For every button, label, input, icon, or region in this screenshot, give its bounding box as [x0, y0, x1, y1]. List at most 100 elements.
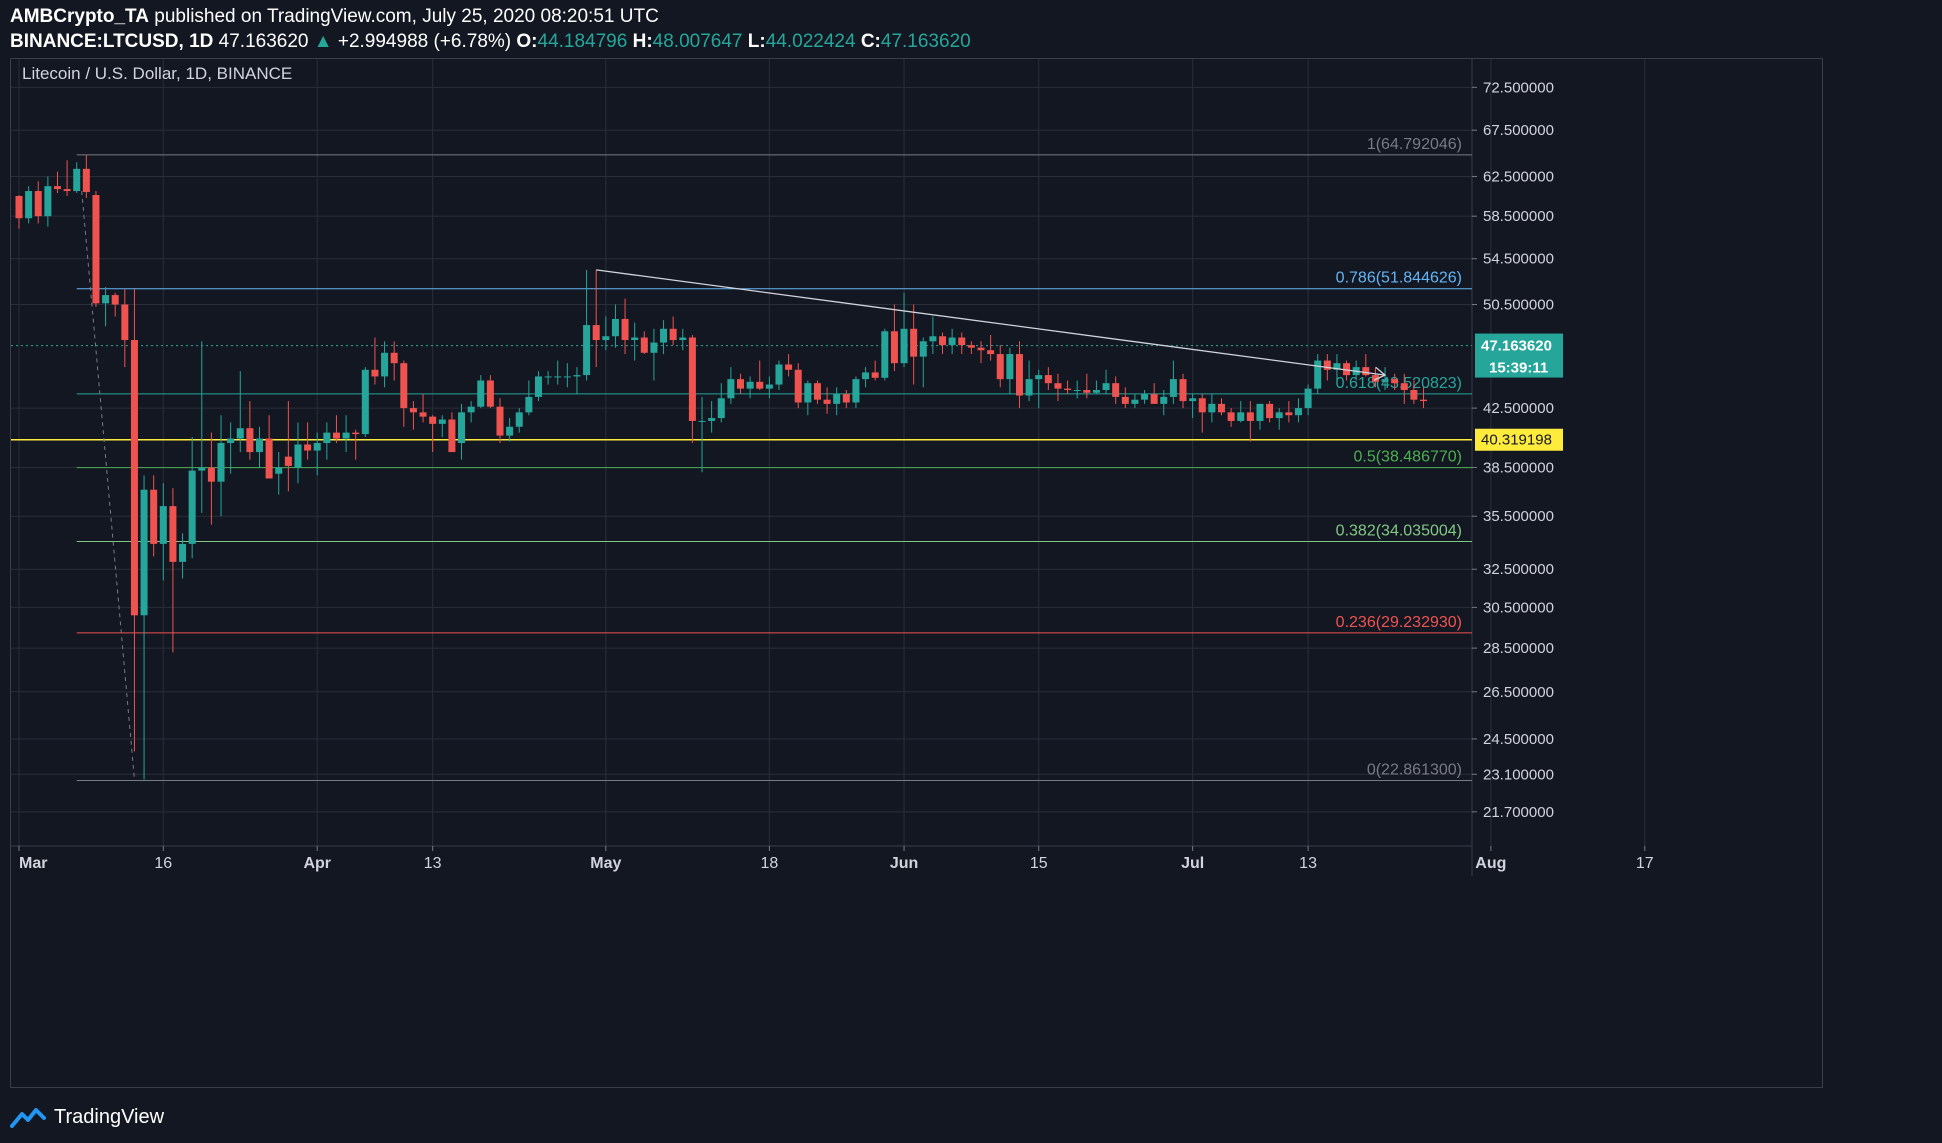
candle: [611, 304, 619, 348]
candle: [1227, 408, 1235, 427]
x-tick-label: Aug: [1475, 855, 1506, 872]
y-tick-label: 30.500000: [1483, 599, 1554, 616]
low-value: 44.022424: [765, 31, 856, 52]
candle: [727, 367, 735, 404]
candle-body: [159, 506, 167, 544]
candle: [967, 341, 975, 355]
candle: [381, 341, 389, 388]
candle-body: [592, 325, 600, 341]
candle-body: [438, 419, 446, 424]
y-tick-label: 50.500000: [1483, 297, 1554, 314]
candle: [477, 375, 485, 409]
y-tick-label: 58.500000: [1483, 208, 1554, 225]
candle: [246, 401, 254, 460]
candle: [1064, 380, 1072, 395]
candle: [939, 332, 947, 355]
candlestick-chart[interactable]: 72.500000 67.500000 62.500000 58.500000 54.5…: [0, 0, 1942, 1100]
last-price-tag: [1475, 333, 1563, 378]
candle-body: [265, 438, 273, 479]
candle-body: [775, 364, 783, 385]
author-name[interactable]: AMBCrypto_TA: [10, 6, 149, 27]
candle-body: [833, 394, 841, 404]
candle-body: [1266, 403, 1274, 419]
candle-body: [525, 396, 533, 413]
chart-panel[interactable]: [10, 58, 1823, 1088]
candle: [448, 412, 456, 453]
candle: [284, 401, 292, 492]
tradingview-logo-icon[interactable]: [10, 1106, 46, 1128]
candle: [467, 401, 475, 423]
candle-body: [1400, 383, 1408, 391]
candle-body: [958, 337, 966, 346]
candle-body: [400, 363, 408, 409]
candle: [150, 475, 158, 557]
candle-body: [573, 375, 581, 377]
candle: [159, 483, 167, 581]
fib-level-label: 0.382(34.035004): [1336, 523, 1462, 540]
candle-body: [717, 398, 725, 419]
y-tick-label: 35.500000: [1483, 508, 1554, 525]
candle: [1266, 401, 1274, 423]
candle: [525, 380, 533, 416]
symbol-label[interactable]: BINANCE:LTCUSD, 1D: [10, 31, 214, 52]
candle: [419, 394, 427, 423]
candle: [179, 533, 187, 579]
candle-body: [169, 506, 177, 562]
candle-body: [939, 336, 947, 346]
y-tick-label: 24.500000: [1483, 731, 1554, 748]
fib-level-label: 1(64.792046): [1367, 136, 1462, 153]
candle-body: [1092, 390, 1100, 393]
candle: [977, 341, 985, 364]
candle: [852, 376, 860, 409]
candle-body: [1054, 383, 1062, 389]
candle: [823, 387, 831, 414]
fib-level-label: 0.786(51.844626): [1336, 270, 1462, 287]
candle-body: [1391, 379, 1399, 384]
candle-body: [785, 364, 793, 370]
candle: [515, 408, 523, 433]
candle-body: [44, 186, 52, 217]
x-tick-label: 13: [1299, 855, 1317, 872]
candle-body: [1169, 379, 1177, 397]
candle: [1102, 369, 1110, 395]
candle-body: [746, 381, 754, 389]
candle: [169, 488, 177, 653]
candle: [1054, 373, 1062, 402]
y-tick-label: 21.700000: [1483, 804, 1554, 821]
brand-name[interactable]: TradingView: [54, 1105, 165, 1128]
candle: [650, 328, 658, 381]
candle: [871, 360, 879, 381]
candle-body: [862, 372, 870, 380]
candle-body: [111, 295, 119, 305]
candle-body: [1294, 408, 1302, 416]
candle: [1189, 394, 1197, 419]
candle-body: [1304, 388, 1312, 409]
candle: [948, 328, 956, 355]
close-label: C:: [860, 31, 881, 52]
candle-body: [102, 295, 110, 304]
y-tick-label: 23.100000: [1483, 766, 1554, 783]
high-value: 48.007647: [652, 31, 743, 52]
candle-body: [1083, 390, 1091, 393]
candle-body: [794, 369, 802, 403]
candle-body: [448, 419, 456, 453]
candle-body: [813, 383, 821, 400]
candle: [640, 331, 648, 355]
candle-body: [554, 376, 562, 378]
countdown-label: 15:39:11: [1489, 360, 1548, 377]
candle: [804, 380, 812, 416]
candle: [833, 387, 841, 416]
x-tick-label: Mar: [19, 855, 47, 872]
candle-body: [207, 467, 215, 482]
candle-body: [756, 381, 764, 389]
candle: [352, 429, 360, 460]
candle-body: [313, 443, 321, 451]
candle: [429, 415, 437, 453]
candle-body: [227, 438, 235, 444]
candle-body: [467, 406, 475, 413]
candle: [1141, 390, 1149, 404]
candle: [188, 437, 196, 559]
candle: [130, 289, 138, 752]
candle-body: [1015, 354, 1023, 396]
candle-body: [361, 369, 369, 435]
